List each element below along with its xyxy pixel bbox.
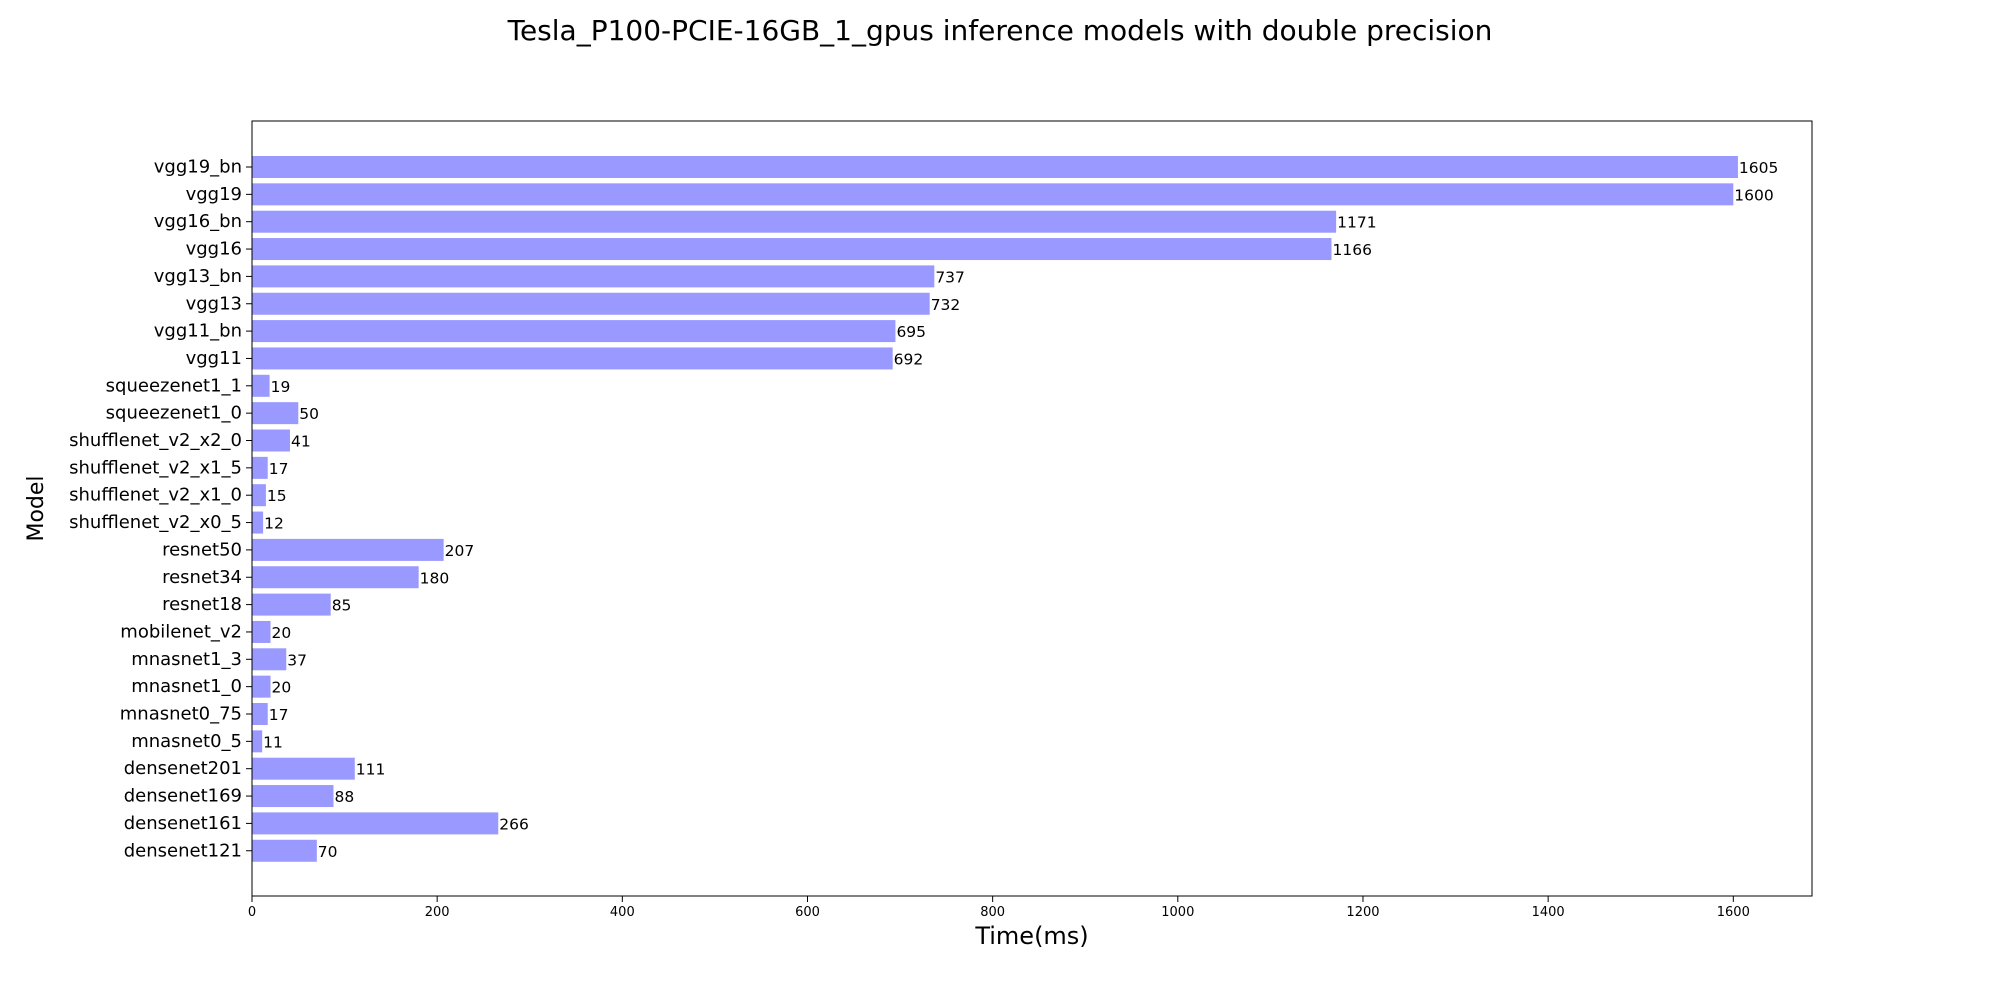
data-label: 12 bbox=[264, 515, 284, 533]
x-tick-label: 200 bbox=[425, 905, 450, 920]
bar bbox=[252, 839, 317, 862]
y-tick-label: squeezenet1_1 bbox=[106, 375, 242, 396]
data-label: 17 bbox=[269, 706, 289, 724]
bar bbox=[252, 320, 896, 343]
y-tick-label: mnasnet0_5 bbox=[131, 731, 242, 752]
bar bbox=[252, 265, 935, 288]
y-tick-label: resnet34 bbox=[162, 567, 242, 588]
bar bbox=[252, 374, 270, 397]
data-label: 692 bbox=[894, 350, 924, 368]
y-tick-label: vgg11_bn bbox=[154, 321, 242, 342]
data-label: 88 bbox=[334, 788, 354, 806]
bar bbox=[252, 593, 331, 616]
bar bbox=[252, 484, 266, 507]
bar bbox=[252, 402, 299, 425]
y-tick-label: vgg19 bbox=[186, 184, 242, 205]
y-tick-label: mnasnet0_75 bbox=[120, 704, 242, 725]
data-label: 17 bbox=[269, 460, 289, 478]
y-tick-label: vgg13 bbox=[186, 293, 242, 314]
y-axis-label: Model bbox=[24, 475, 49, 541]
data-label: 1600 bbox=[1734, 186, 1773, 204]
x-axis-label: Time(ms) bbox=[974, 922, 1088, 950]
y-tick-label: vgg13_bn bbox=[154, 266, 242, 287]
y-tick-label: densenet161 bbox=[124, 813, 242, 834]
chart-title: Tesla_P100-PCIE-16GB_1_gpus inference mo… bbox=[507, 14, 1493, 47]
x-tick-label: 1000 bbox=[1161, 905, 1194, 920]
x-tick-label: 600 bbox=[795, 905, 820, 920]
bar bbox=[252, 675, 271, 698]
y-tick-label: mnasnet1_0 bbox=[131, 676, 242, 697]
bar bbox=[252, 183, 1734, 206]
y-tick-label: mobilenet_v2 bbox=[120, 621, 242, 642]
y-tick-label: vgg19_bn bbox=[154, 157, 242, 178]
x-tick-label: 1400 bbox=[1532, 905, 1565, 920]
y-tick-label: shufflenet_v2_x0_5 bbox=[69, 512, 242, 533]
plot-frame bbox=[251, 120, 1813, 897]
bar bbox=[252, 292, 930, 315]
x-tick-label: 800 bbox=[980, 905, 1005, 920]
data-label: 15 bbox=[267, 487, 287, 505]
bar bbox=[252, 156, 1738, 178]
data-label: 111 bbox=[356, 761, 386, 779]
x-tick-label: 1600 bbox=[1717, 905, 1750, 920]
y-tick-label: vgg16_bn bbox=[154, 211, 242, 232]
data-label: 20 bbox=[272, 624, 292, 642]
data-label: 50 bbox=[299, 405, 319, 423]
data-label: 19 bbox=[271, 378, 291, 396]
data-label: 1605 bbox=[1739, 159, 1778, 177]
data-label: 732 bbox=[931, 296, 961, 314]
y-tick-label: resnet50 bbox=[162, 539, 242, 560]
bar bbox=[252, 730, 263, 753]
bar bbox=[252, 703, 268, 725]
data-label: 41 bbox=[291, 433, 311, 451]
y-tick-label: squeezenet1_0 bbox=[106, 403, 242, 424]
bar bbox=[252, 429, 290, 452]
bar bbox=[252, 538, 444, 561]
data-label: 695 bbox=[896, 323, 926, 341]
bar bbox=[252, 757, 355, 780]
data-label: 1171 bbox=[1337, 214, 1376, 232]
bar bbox=[252, 785, 334, 808]
data-label: 207 bbox=[445, 542, 475, 560]
bar bbox=[252, 347, 893, 370]
y-tick-label: resnet18 bbox=[162, 594, 242, 615]
data-label: 1166 bbox=[1333, 241, 1372, 259]
y-tick-label: vgg11 bbox=[186, 348, 242, 369]
y-tick-label: densenet169 bbox=[124, 786, 242, 807]
y-tick-label: shufflenet_v2_x1_5 bbox=[69, 457, 242, 478]
x-tick-label: 400 bbox=[610, 905, 635, 920]
data-label: 20 bbox=[272, 679, 292, 697]
bar bbox=[252, 511, 264, 534]
data-label: 266 bbox=[499, 815, 529, 833]
data-label: 70 bbox=[318, 843, 338, 861]
y-tick-label: shufflenet_v2_x1_0 bbox=[69, 485, 242, 506]
bar bbox=[252, 812, 499, 835]
x-tick-label: 1200 bbox=[1346, 905, 1379, 920]
y-tick-label: vgg16 bbox=[186, 239, 242, 260]
data-label: 85 bbox=[332, 597, 352, 615]
y-tick-label: densenet201 bbox=[124, 758, 242, 779]
bar bbox=[252, 456, 268, 479]
data-label: 11 bbox=[263, 733, 283, 751]
y-tick-label: shufflenet_v2_x2_0 bbox=[69, 430, 242, 451]
bar bbox=[252, 238, 1332, 261]
bar bbox=[252, 210, 1337, 233]
bar bbox=[252, 648, 287, 671]
bar bbox=[252, 620, 271, 643]
y-tick-label: densenet121 bbox=[124, 840, 242, 861]
data-label: 737 bbox=[935, 268, 965, 286]
data-label: 37 bbox=[287, 651, 307, 669]
x-tick-label: 0 bbox=[248, 905, 256, 920]
bar bbox=[252, 566, 419, 589]
data-label: 180 bbox=[420, 569, 450, 587]
y-tick-label: mnasnet1_3 bbox=[131, 649, 242, 670]
